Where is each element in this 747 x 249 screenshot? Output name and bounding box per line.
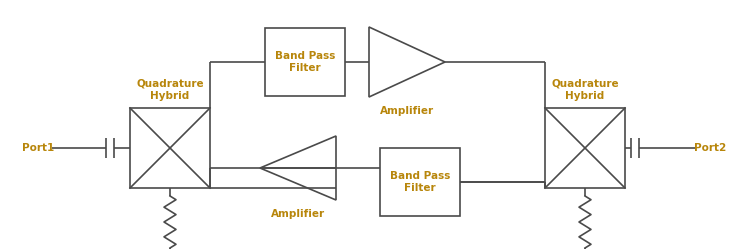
Bar xyxy=(545,108,625,188)
Text: Port2: Port2 xyxy=(694,143,726,153)
Bar xyxy=(265,28,345,96)
Text: Quadrature
Hybrid: Quadrature Hybrid xyxy=(551,79,619,101)
Text: Band Pass
Filter: Band Pass Filter xyxy=(390,171,450,193)
Text: Amplifier: Amplifier xyxy=(380,106,434,116)
Bar xyxy=(380,148,460,216)
Text: Port1: Port1 xyxy=(22,143,54,153)
Bar xyxy=(130,108,210,188)
Text: Quadrature
Hybrid: Quadrature Hybrid xyxy=(136,79,204,101)
Text: Amplifier: Amplifier xyxy=(271,209,325,219)
Text: Band Pass
Filter: Band Pass Filter xyxy=(275,51,335,73)
